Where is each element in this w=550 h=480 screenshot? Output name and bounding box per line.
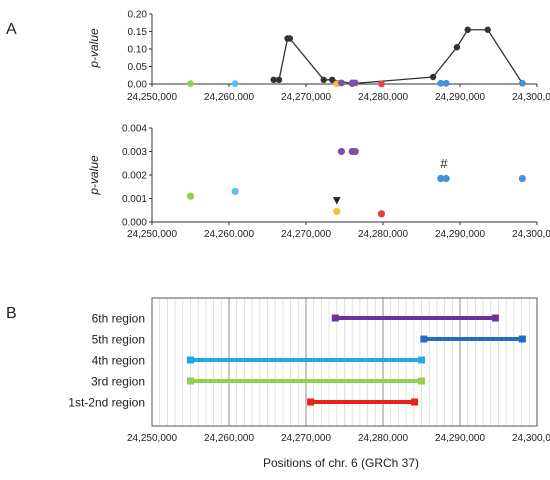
chart-a-top-data-point [320,76,327,84]
chart-b-x-label: Positions of chr. 6 (GRCh 37) [263,456,419,470]
chart-a-top: p-value 0.00 0.05 0.10 0.15 0.20 24,250,000 24… [87,10,550,104]
chart-a-bottom-data-point [442,174,450,183]
panel-label-b: B [6,305,17,322]
chart-a-top-colored-point [338,79,345,87]
chart-a-bottom-x-tick-label: 24,280,000 [358,229,408,240]
chart-a-bottom-x-tick-label: 24,250,000 [127,229,177,240]
chart-b-region-start-marker [307,398,315,406]
chart-a-top-colored-point [518,79,526,87]
chart-a-top-colored-point [378,80,385,88]
chart-b-region-end-marker [411,398,419,406]
chart-a-top-colored-point [442,79,450,87]
chart-a-top-colored-point [187,80,194,88]
chart-a-bottom-data-point [337,147,346,156]
chart-a-bottom-annotation: # [440,156,448,171]
panel-label-a: A [6,21,17,38]
chart-b-region-end-marker [418,377,425,385]
chart-a-top-colored-point [437,79,445,87]
chart-a-bottom-y-tick-label: 0.003 [122,147,147,158]
chart-a-bottom-data-point [231,187,239,196]
chart-a-top-x-tick-label: 24,270,000 [281,92,331,103]
chart-a-bottom-data-point [186,192,195,200]
chart-a-bottom-data-point [351,147,359,156]
chart-a-top-data-point [286,35,294,42]
chart-a-top-data-point [453,44,461,51]
chart-a-bottom-x-tick-label: 24,270,000 [281,229,331,240]
chart-a-bottom-x-tick-label: 24,260,000 [204,229,254,240]
chart-a-bottom-data-point [518,174,526,183]
chart-a-top-x-tick-label: 24,250,000 [127,92,177,103]
chart-a-bottom-y-label: p-value [87,155,101,196]
chart-a-top-colored-point [231,80,239,88]
chart-b-region-label: 4th region [92,354,145,368]
chart-a-top-data-point [270,76,277,84]
chart-a-bottom-y-tick-label: 0.004 [122,124,147,135]
chart-a-bottom-annotation: ▼ [330,192,343,207]
chart-b-region-start-marker [420,335,428,343]
chart-a-bottom-y-tick-label: 0.000 [122,218,147,229]
chart-a-top-data-point [464,26,471,33]
chart-b-region-label: 6th region [92,312,145,326]
chart-a-top-data-point [484,26,491,33]
chart-a-top-colored-point [351,79,359,87]
chart-a-top-x-tick-label: 24,300,000 [512,92,550,103]
chart-b-frame [151,297,538,427]
chart-a-bottom-x-tick-label: 24,290,000 [435,229,485,240]
chart-a-top-data-point [328,76,336,84]
chart-b-region-start-marker [187,377,194,385]
chart-b-region-label: 3rd region [91,375,145,389]
chart-b-region-label: 1st-2nd region [68,396,145,410]
chart-b-x-tick-label: 24,250,000 [127,433,177,444]
chart-a-top-series-line [273,29,523,85]
chart-a-top-y-tick-label: 0.00 [128,80,148,91]
chart-a-top-x-tick-label: 24,260,000 [204,92,254,103]
chart-a-bottom: p-value 0.000 0.001 0.002 0.003 0.004 24,250,… [87,124,550,241]
chart-b-region-end-marker [418,356,425,364]
chart-b: Positions of chr. 6 (GRCh 37) 24,250,000… [68,297,550,470]
chart-a-bottom-data-point [333,207,341,216]
chart-a-top-x-tick-label: 24,290,000 [435,92,485,103]
chart-a-top-y-tick-label: 0.05 [128,62,148,73]
chart-a-top-data-point [429,73,437,81]
chart-a-top-data-point [275,76,283,84]
chart-a-bottom-data-point [437,174,445,183]
chart-b-region-label: 5th region [92,333,145,347]
chart-b-x-tick-label: 24,260,000 [204,433,254,444]
chart-a-top-y-label: p-value [87,28,101,69]
chart-a-bottom-x-tick-label: 24,300,000 [512,229,550,240]
chart-b-x-tick-label: 24,300,000 [512,433,550,444]
chart-b-region-end-marker [491,314,499,322]
chart-a-bottom-data-point [377,210,386,218]
chart-b-x-tick-label: 24,280,000 [358,433,408,444]
chart-b-region-end-marker [518,335,526,343]
chart-a-top-y-tick-label: 0.20 [128,10,148,21]
chart-a-bottom-y-tick-label: 0.001 [122,194,147,205]
chart-a-top-y-tick-label: 0.10 [128,45,148,56]
chart-a-top-x-tick-label: 24,280,000 [358,92,408,103]
chart-b-region-start-marker [331,314,339,322]
chart-b-region-start-marker [187,356,194,364]
chart-b-x-tick-label: 24,270,000 [281,433,331,444]
chart-a-top-y-tick-label: 0.15 [128,27,148,38]
chart-b-x-tick-label: 24,290,000 [435,433,485,444]
chart-a-bottom-y-tick-label: 0.002 [122,171,147,182]
